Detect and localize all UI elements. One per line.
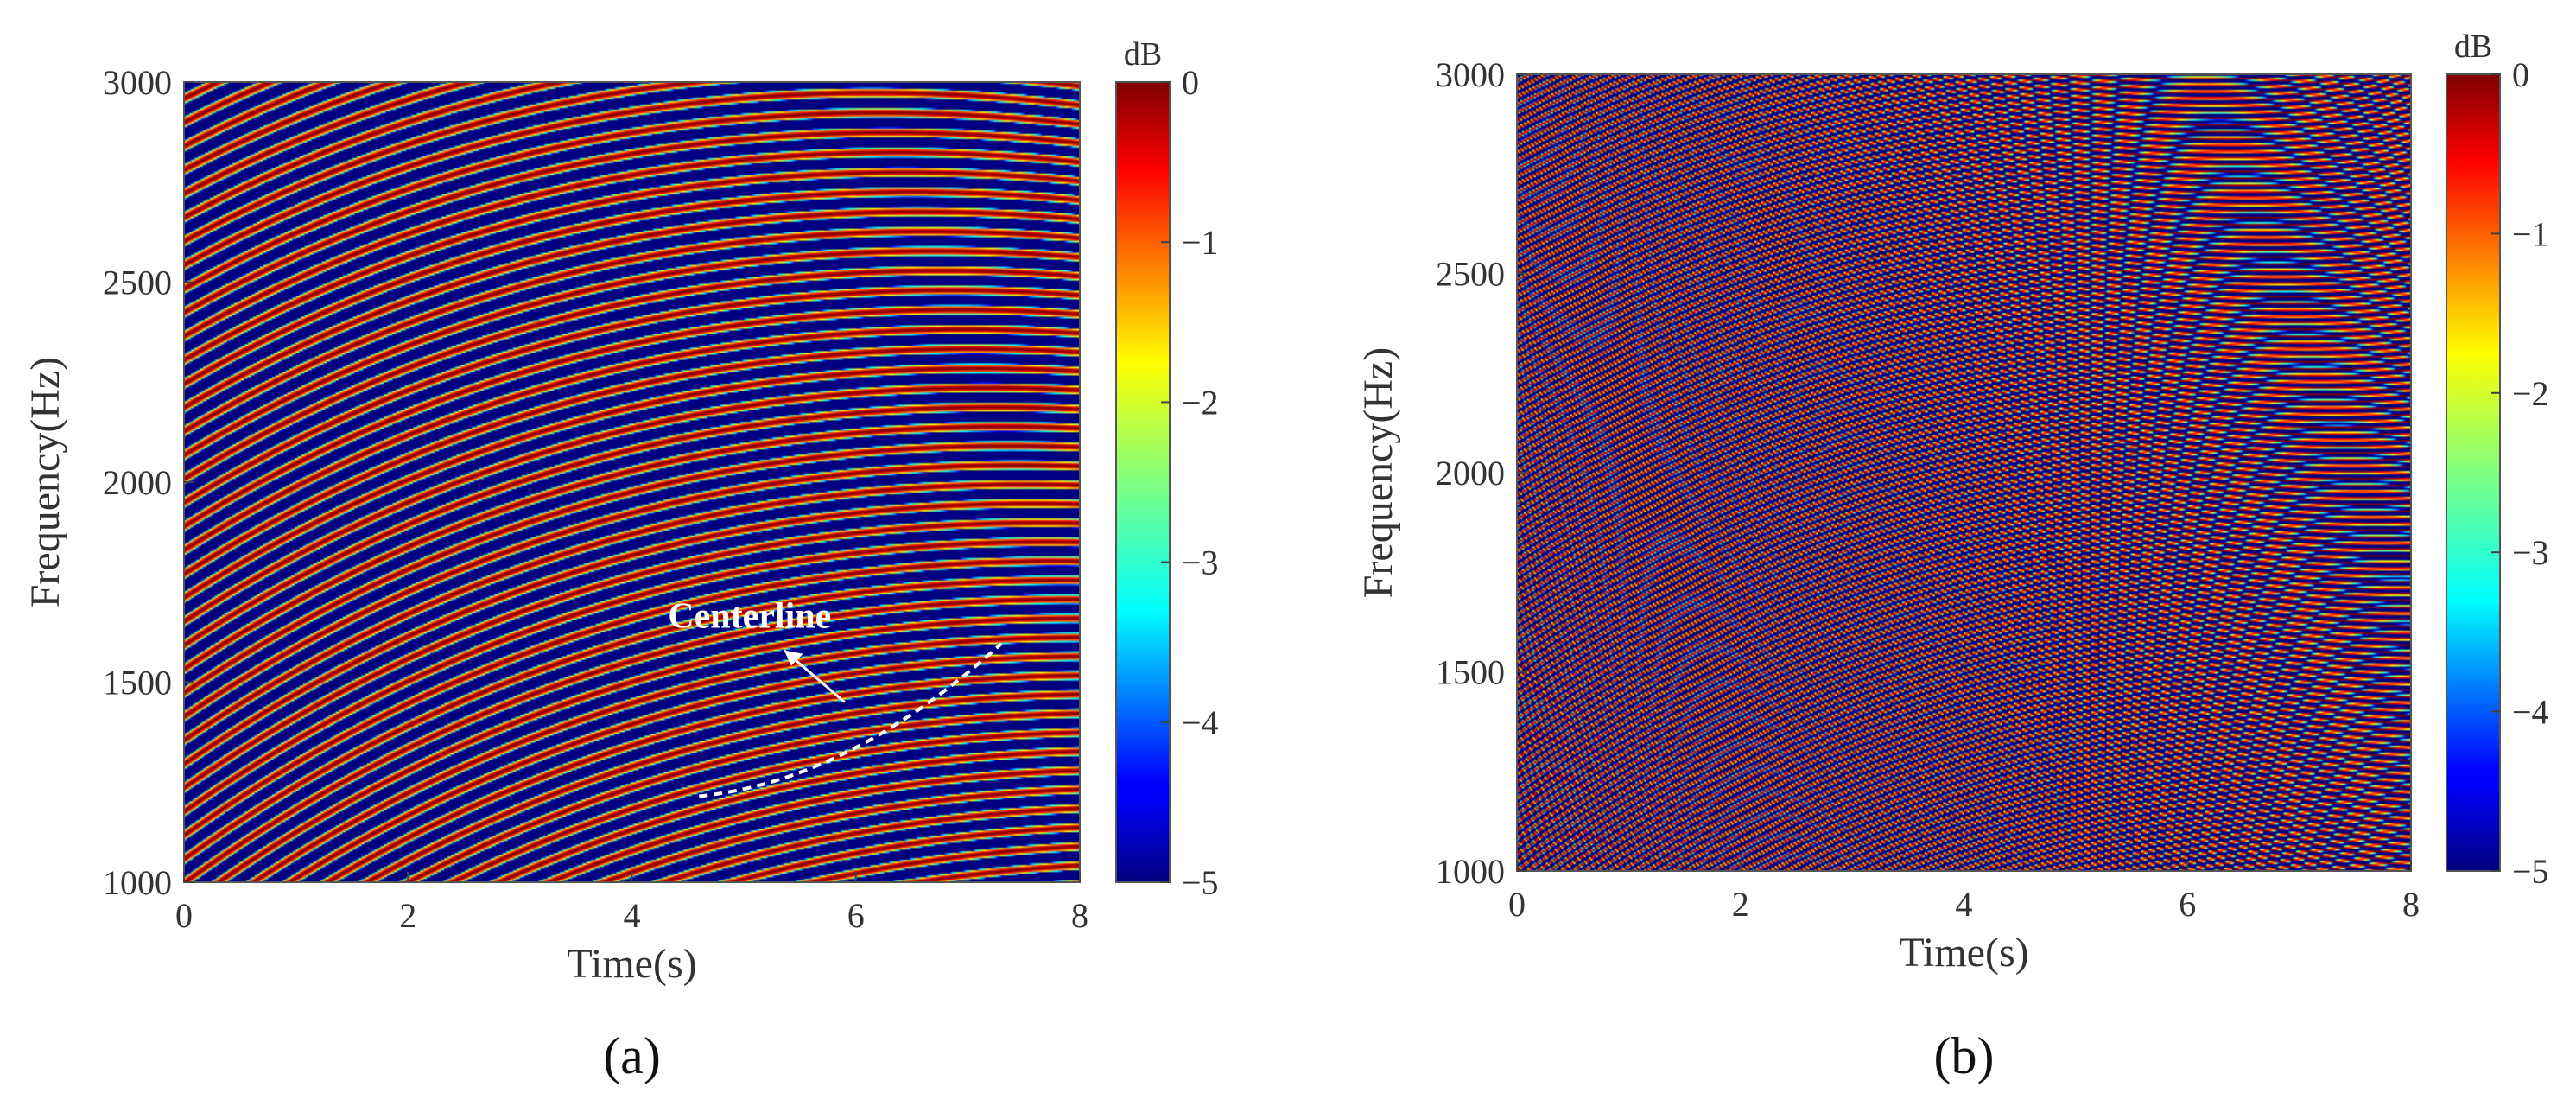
- x-tick-label: 4: [624, 896, 641, 935]
- y-tick-label: 1500: [1436, 653, 1505, 692]
- y-tick-label: 2500: [103, 264, 172, 302]
- x-axis-label: Time(s): [1899, 930, 2028, 976]
- colorbar-tick-label: −3: [2512, 533, 2549, 572]
- y-tick-label: 2500: [1436, 255, 1505, 294]
- y-tick-label: 3000: [103, 63, 172, 102]
- annotation-label: Centerline: [668, 597, 831, 637]
- x-tick-label: 0: [1508, 885, 1526, 924]
- colorbar: [1115, 81, 1171, 883]
- colorbar-tick-label: −5: [2512, 852, 2549, 891]
- colorbar-tick-label: 0: [2512, 55, 2529, 94]
- x-axis-label: Time(s): [567, 941, 696, 987]
- colorbar: [2446, 73, 2501, 872]
- chart-panel-a: 0 2 4 6 8 1000 1500 2000 2500 3000 Time(s) Frequenc…: [22, 36, 1219, 1084]
- colorbar-tick-label: −5: [1182, 863, 1219, 902]
- x-tick-label: 0: [175, 896, 193, 935]
- colorbar-tick-label: −3: [1182, 543, 1219, 582]
- colorbar-label: dB: [1124, 36, 1162, 73]
- x-tick-label: 2: [399, 896, 416, 935]
- colorbar-tick-label: 0: [1182, 63, 1199, 102]
- chart-panel-b: 0 2 4 6 8 1000 1500 2000 2500 3000 Time(s) Frequenc…: [1355, 29, 2549, 1084]
- colorbar-tick-label: −2: [1182, 383, 1219, 422]
- colorbar-tick-label: −4: [1182, 703, 1219, 742]
- y-tick-label: 1000: [1436, 852, 1505, 891]
- x-tick-label: 2: [1732, 885, 1749, 924]
- heatmap-image: [184, 82, 1080, 882]
- colorbar-label: dB: [2454, 29, 2492, 65]
- y-tick-label: 3000: [1436, 55, 1505, 94]
- y-axis-label: Frequency(Hz): [1355, 347, 1401, 599]
- x-tick-label: 4: [1956, 885, 1973, 924]
- y-tick-label: 1500: [103, 664, 172, 702]
- panel-label: (b): [1934, 1027, 1995, 1084]
- y-tick-label: 2000: [1436, 454, 1505, 493]
- x-tick-label: 6: [2179, 885, 2196, 924]
- heatmap-image: [1517, 74, 2411, 871]
- x-tick-label: 8: [2402, 885, 2420, 924]
- centerline-curve: [699, 642, 1003, 798]
- panel-label: (a): [603, 1027, 661, 1084]
- colorbar-tick-label: −2: [2512, 374, 2549, 413]
- arrow-head: [784, 650, 803, 666]
- y-tick-label: 1000: [103, 863, 172, 902]
- y-axis-label: Frequency(Hz): [22, 357, 68, 608]
- colorbar-tick-label: −1: [2512, 214, 2549, 253]
- colorbar-tick-label: −4: [2512, 693, 2549, 732]
- x-tick-label: 6: [847, 896, 865, 935]
- x-tick-label: 8: [1071, 896, 1088, 935]
- colorbar-tick-label: −1: [1182, 223, 1219, 262]
- y-tick-label: 2000: [103, 463, 172, 502]
